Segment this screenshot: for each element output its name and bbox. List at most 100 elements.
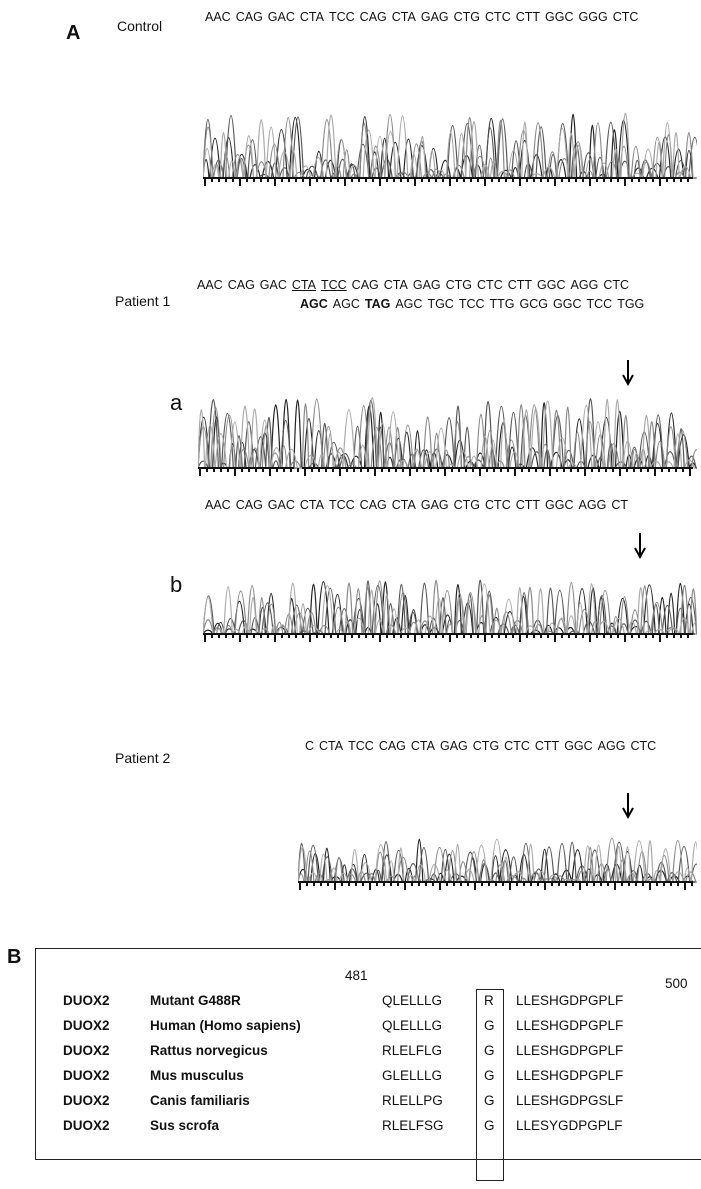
codon: CTC bbox=[485, 498, 511, 512]
alignment-gene: DUOX2 bbox=[63, 1093, 110, 1108]
codon: TCC bbox=[459, 297, 485, 311]
codon: TGG bbox=[617, 297, 644, 311]
alignment-left: RLELFSG bbox=[382, 1118, 444, 1133]
codon: TCC bbox=[348, 739, 374, 753]
alignment-species: Rattus norvegicus bbox=[150, 1043, 268, 1058]
trace bbox=[203, 115, 697, 178]
codon: CAG bbox=[379, 739, 406, 753]
arrow bbox=[633, 533, 647, 561]
codon: CTC bbox=[613, 10, 639, 24]
codon: CAG bbox=[236, 10, 263, 24]
codon: GAG bbox=[413, 278, 441, 292]
codon: CTA bbox=[300, 498, 324, 512]
codon: CTA bbox=[319, 739, 343, 753]
sample-label: Control bbox=[117, 18, 162, 34]
codon: CTA bbox=[384, 278, 408, 292]
chromatogram bbox=[203, 520, 697, 648]
codon: GGG bbox=[579, 10, 608, 24]
chromatogram bbox=[203, 40, 697, 192]
codon: GAG bbox=[421, 10, 449, 24]
codon: CTA bbox=[300, 10, 324, 24]
codon: GAC bbox=[268, 498, 295, 512]
codon: CTG bbox=[454, 498, 480, 512]
chromatogram bbox=[198, 320, 697, 482]
alignment-species: Canis familiaris bbox=[150, 1093, 250, 1108]
alignment-gene: DUOX2 bbox=[63, 993, 110, 1008]
codon: CTG bbox=[454, 10, 480, 24]
codon: CTT bbox=[535, 739, 559, 753]
arrow bbox=[621, 360, 635, 388]
codon: CTT bbox=[516, 498, 540, 512]
figure: A Control AACCAGGACCTATCCCAGCTAGAGCTGCTC… bbox=[0, 0, 701, 1189]
codon: GGC bbox=[537, 278, 565, 292]
alignment-residue: G bbox=[484, 1068, 495, 1083]
alignment-left: RLELLPG bbox=[382, 1093, 443, 1108]
trace-label: b bbox=[170, 572, 182, 598]
codon: CTG bbox=[473, 739, 499, 753]
codon: TCC bbox=[587, 297, 613, 311]
alignment-species: Sus scrofa bbox=[150, 1118, 219, 1133]
codon: TCC bbox=[321, 278, 347, 292]
codon: TCC bbox=[329, 498, 355, 512]
codon: CTC bbox=[630, 739, 656, 753]
alignment-gene: DUOX2 bbox=[63, 1043, 110, 1058]
alignment-left: QLELLLG bbox=[382, 1018, 442, 1033]
alignment-species: Human (Homo sapiens) bbox=[150, 1018, 301, 1033]
chromatogram bbox=[298, 790, 697, 896]
codon: GAG bbox=[440, 739, 468, 753]
codon: CTC bbox=[504, 739, 530, 753]
position: 481 bbox=[345, 968, 368, 983]
codon: GGC bbox=[553, 297, 581, 311]
codon: GAG bbox=[421, 498, 449, 512]
alignment-left: GLELLLG bbox=[382, 1068, 442, 1083]
codon: AAC bbox=[205, 10, 231, 24]
codon: AGC bbox=[395, 297, 422, 311]
codon: TAG bbox=[365, 297, 390, 311]
codon: CTA bbox=[411, 739, 435, 753]
codon: TGC bbox=[427, 297, 453, 311]
alignment-right: LLESHGDPGPLF bbox=[516, 1068, 623, 1083]
alignment-residue: G bbox=[484, 1043, 495, 1058]
codon: CTC bbox=[603, 278, 629, 292]
codon: CTT bbox=[508, 278, 532, 292]
alignment-gene: DUOX2 bbox=[63, 1068, 110, 1083]
alignment-left: QLELLLG bbox=[382, 993, 442, 1008]
codon: CT bbox=[611, 498, 628, 512]
alignment-species: Mutant G488R bbox=[150, 993, 241, 1008]
codon: TTG bbox=[490, 297, 515, 311]
codon: CTA bbox=[392, 498, 416, 512]
codon: GAC bbox=[268, 10, 295, 24]
panel-label: B bbox=[7, 946, 21, 969]
codon: AGG bbox=[571, 278, 599, 292]
trace-label: a bbox=[170, 390, 182, 416]
panel-label: A bbox=[66, 22, 80, 45]
sample-label: Patient 1 bbox=[115, 293, 170, 309]
codon: CTA bbox=[292, 278, 316, 292]
alignment-residue: G bbox=[484, 1118, 495, 1133]
alignment-gene: DUOX2 bbox=[63, 1118, 110, 1133]
arrow-shape bbox=[623, 360, 633, 384]
codon: GGC bbox=[545, 10, 573, 24]
arrow-shape bbox=[623, 793, 633, 817]
alignment-right: LLESHGDPGPLF bbox=[516, 993, 623, 1008]
codon: CAG bbox=[236, 498, 263, 512]
alignment-right: LLESHGDPGPLF bbox=[516, 1018, 623, 1033]
alignment-right: LLESYGDPGPLF bbox=[516, 1118, 623, 1133]
codon: CTC bbox=[477, 278, 503, 292]
codon: GGC bbox=[564, 739, 592, 753]
codon: AGC bbox=[333, 297, 360, 311]
alignment-right: LLESHGDPGPLF bbox=[516, 1043, 623, 1058]
codon: CAG bbox=[228, 278, 255, 292]
codon: C bbox=[305, 739, 314, 753]
baseline bbox=[198, 468, 693, 476]
codon: CTC bbox=[485, 10, 511, 24]
codon: AGG bbox=[598, 739, 626, 753]
alignment-residue: G bbox=[484, 1093, 495, 1108]
arrow-shape bbox=[635, 533, 645, 557]
arrow bbox=[621, 793, 635, 821]
codon: CAG bbox=[360, 498, 387, 512]
alignment-species: Mus musculus bbox=[150, 1068, 244, 1083]
